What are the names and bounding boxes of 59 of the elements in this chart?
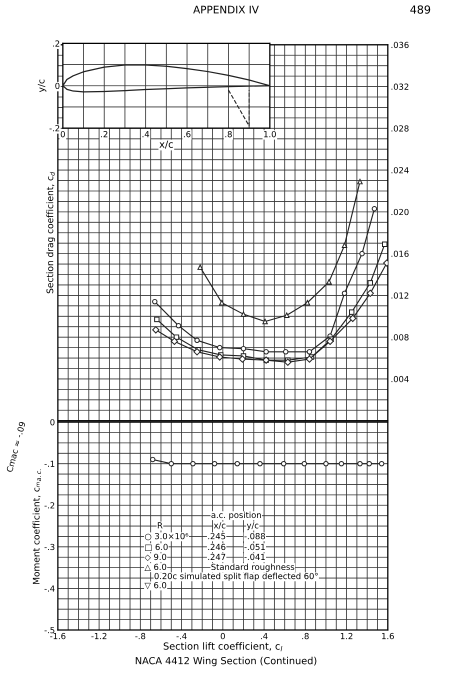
y-tick-label: 0 bbox=[50, 419, 55, 426]
y-tick-label: .028 bbox=[391, 125, 409, 132]
y-tick-label: .036 bbox=[391, 42, 409, 48]
text: APPENDIX IV bbox=[193, 6, 259, 14]
annotation: △ 6.0 bbox=[144, 564, 166, 571]
y-tick-label: .016 bbox=[391, 250, 409, 257]
x-axis-title: Section lift coefficient, c$_{l}$ bbox=[164, 642, 282, 652]
text: NACA 4412 Wing Section (Continued) bbox=[136, 656, 316, 666]
x-tick-label: .4 bbox=[142, 131, 150, 138]
x-tick-label: .4 bbox=[260, 633, 268, 640]
y-tick-label: .024 bbox=[391, 167, 409, 174]
annotation: Standard roughness bbox=[211, 564, 294, 572]
x-tick-label: -.8 bbox=[135, 632, 146, 640]
annotation: .245 bbox=[208, 532, 226, 540]
x-tick-label: -1.6 bbox=[50, 632, 66, 640]
x-axis-title: x/c bbox=[159, 140, 173, 149]
x-tick-label: -.4 bbox=[176, 633, 187, 640]
y-axis-title: Moment coefficient, cₘ$_{a.c.}$ bbox=[32, 470, 42, 584]
x-tick-label: 0 bbox=[60, 131, 65, 138]
text: Cmac ≈ -.09 bbox=[6, 421, 26, 472]
x-tick-label: 1.2 bbox=[340, 632, 352, 640]
x-tick-label: 1.0 bbox=[264, 131, 276, 138]
annotation: .246 bbox=[208, 544, 226, 550]
y-tick-label: -.3 bbox=[44, 544, 54, 550]
y-axis-title: Section drag coefficient, c$_{d}$ bbox=[46, 172, 56, 294]
annotation: ◇ 9.0 bbox=[144, 554, 166, 561]
y-tick-label: 0 bbox=[55, 82, 60, 90]
y-tick-label: .2 bbox=[52, 40, 60, 47]
y-tick-label: .032 bbox=[391, 84, 408, 90]
y-axis-title: y/c bbox=[38, 80, 46, 92]
annotation: y/c bbox=[246, 522, 258, 530]
y-tick-label: .004 bbox=[391, 376, 409, 382]
y-tick-label: -.2 bbox=[50, 125, 60, 132]
annotation: R bbox=[158, 522, 163, 528]
x-tick-label: .8 bbox=[302, 632, 309, 640]
x-tick-label: 0 bbox=[220, 632, 225, 640]
annotation: -.051 bbox=[244, 544, 265, 550]
x-tick-label: .6 bbox=[184, 131, 190, 138]
x-tick-label: -1.2 bbox=[91, 632, 106, 640]
y-tick-label: .012 bbox=[391, 292, 408, 299]
y-tick-label: -.5 bbox=[44, 627, 54, 634]
annotation: ▽ 6.0 bbox=[144, 582, 166, 590]
x-tick-label: .8 bbox=[225, 131, 232, 138]
x-tick-label: .2 bbox=[101, 131, 108, 138]
y-tick-label: -.4 bbox=[44, 586, 55, 592]
y-tick-label: .008 bbox=[391, 334, 409, 340]
text: 489 bbox=[410, 5, 430, 14]
x-tick-label: 1.6 bbox=[382, 632, 394, 640]
annotation: -.088 bbox=[244, 532, 266, 540]
annotation: x/c bbox=[214, 522, 226, 530]
annotation: 0.20c simulated split flap deflected 60° bbox=[154, 572, 318, 581]
annotation: a.c. position bbox=[211, 512, 261, 520]
annotation: -.041 bbox=[244, 554, 265, 560]
annotation: ○ 3.0×10⁶ bbox=[144, 532, 188, 540]
annotation: □ 6.0 bbox=[145, 544, 168, 551]
y-tick-label: -.1 bbox=[44, 460, 54, 467]
annotation: .247 bbox=[208, 554, 226, 560]
y-tick-label: -.2 bbox=[44, 502, 54, 508]
y-tick-label: .020 bbox=[391, 208, 409, 216]
